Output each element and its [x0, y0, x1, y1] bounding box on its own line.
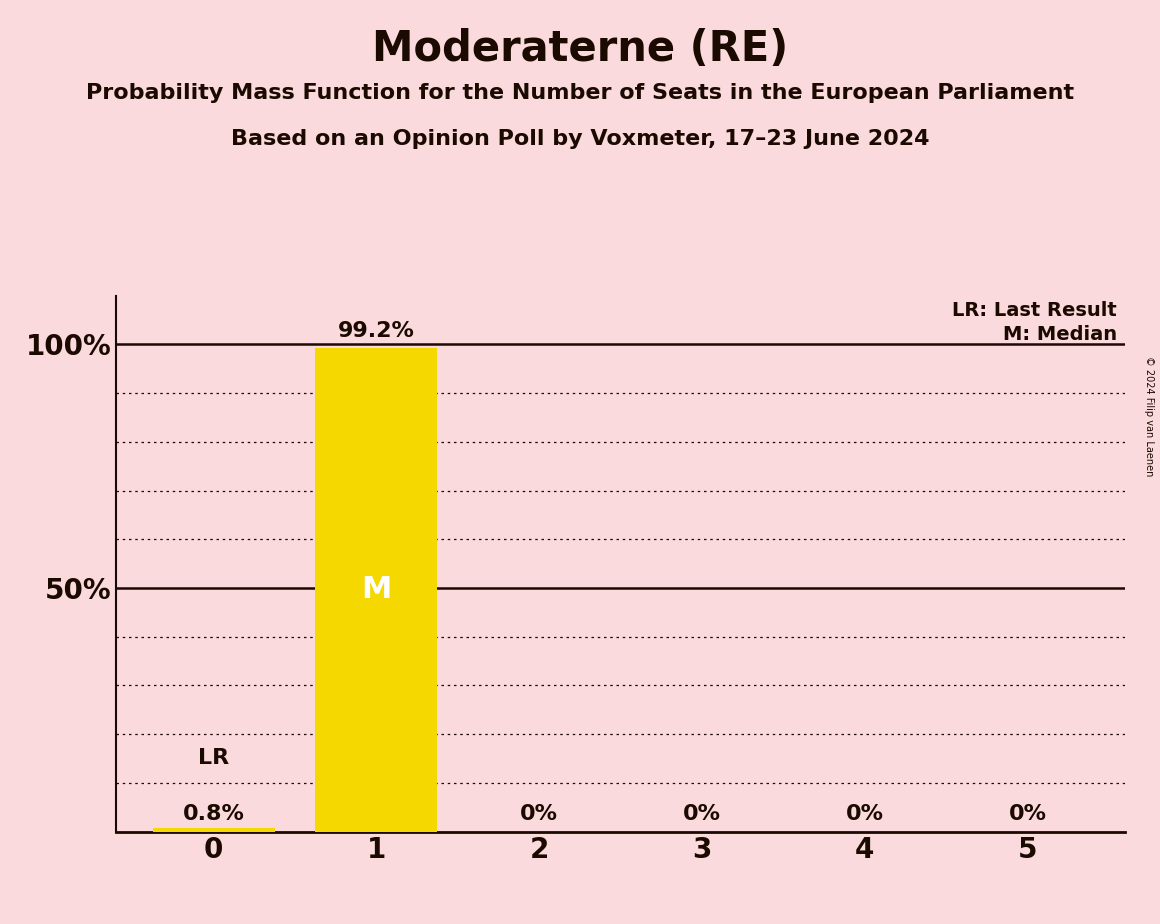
Text: 0%: 0% — [846, 804, 884, 824]
Text: M: Median: M: Median — [1003, 325, 1117, 344]
Text: © 2024 Filip van Laenen: © 2024 Filip van Laenen — [1144, 356, 1154, 476]
Text: Based on an Opinion Poll by Voxmeter, 17–23 June 2024: Based on an Opinion Poll by Voxmeter, 17… — [231, 129, 929, 150]
Text: Moderaterne (RE): Moderaterne (RE) — [372, 28, 788, 69]
Text: LR: Last Result: LR: Last Result — [952, 300, 1117, 320]
Text: 0.8%: 0.8% — [183, 804, 245, 824]
Bar — [316, 348, 437, 832]
Text: LR: LR — [198, 748, 230, 768]
Text: 99.2%: 99.2% — [338, 321, 415, 341]
Text: 0%: 0% — [520, 804, 558, 824]
Text: M: M — [361, 576, 392, 604]
Text: Probability Mass Function for the Number of Seats in the European Parliament: Probability Mass Function for the Number… — [86, 83, 1074, 103]
Text: 0%: 0% — [683, 804, 722, 824]
Bar — [153, 828, 275, 832]
Text: 0%: 0% — [1008, 804, 1046, 824]
